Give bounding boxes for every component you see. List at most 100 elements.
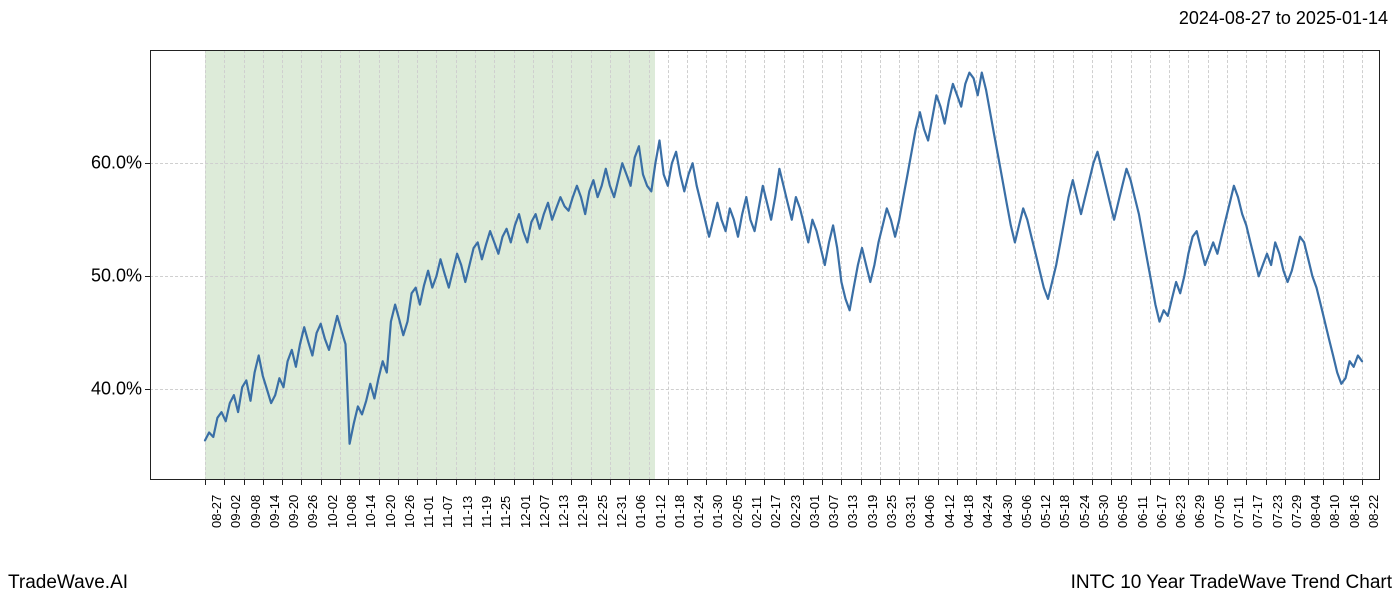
x-tick-mark — [1362, 480, 1363, 485]
x-tick-label: 07-23 — [1270, 495, 1285, 528]
x-tick-label: 09-08 — [248, 495, 263, 528]
x-tick-label: 12-31 — [614, 495, 629, 528]
x-tick-label: 04-24 — [980, 495, 995, 528]
x-tick-mark — [1304, 480, 1305, 485]
x-tick-label: 10-20 — [383, 495, 398, 528]
x-tick-label: 09-20 — [286, 495, 301, 528]
x-tick-label: 03-01 — [807, 495, 822, 528]
x-tick-mark — [552, 480, 553, 485]
branding-label: TradeWave.AI — [8, 572, 128, 594]
x-tick-mark — [1015, 480, 1016, 485]
x-tick-mark — [668, 480, 669, 485]
x-tick-label: 09-26 — [305, 495, 320, 528]
x-tick-label: 11-01 — [421, 496, 436, 528]
y-tick-mark — [145, 389, 150, 390]
x-tick-label: 04-06 — [922, 495, 937, 528]
x-tick-mark — [745, 480, 746, 485]
x-tick-label: 12-19 — [575, 495, 590, 528]
x-tick-label: 11-25 — [498, 496, 513, 528]
x-tick-label: 08-10 — [1327, 495, 1342, 528]
x-tick-mark — [282, 480, 283, 485]
x-tick-mark — [1092, 480, 1093, 485]
x-tick-mark — [224, 480, 225, 485]
x-tick-label: 09-02 — [228, 495, 243, 528]
x-tick-mark — [514, 480, 515, 485]
x-tick-mark — [1208, 480, 1209, 485]
x-tick-label: 04-12 — [942, 495, 957, 528]
y-tick-label: 60.0% — [91, 153, 142, 174]
y-tick-mark — [145, 163, 150, 164]
x-tick-label: 10-02 — [325, 495, 340, 528]
x-tick-mark — [687, 480, 688, 485]
x-tick-mark — [706, 480, 707, 485]
x-tick-mark — [244, 480, 245, 485]
x-tick-mark — [1246, 480, 1247, 485]
x-tick-label: 05-18 — [1057, 495, 1072, 528]
x-tick-mark — [610, 480, 611, 485]
x-tick-mark — [475, 480, 476, 485]
x-tick-mark — [417, 480, 418, 485]
x-tick-mark — [1188, 480, 1189, 485]
date-range-label: 2024-08-27 to 2025-01-14 — [1179, 8, 1388, 29]
x-tick-label: 03-19 — [865, 495, 880, 528]
x-tick-label: 10-08 — [344, 495, 359, 528]
x-tick-label: 03-31 — [903, 495, 918, 528]
x-tick-label: 08-04 — [1308, 495, 1323, 528]
chart-series-line — [205, 73, 1362, 444]
x-tick-mark — [938, 480, 939, 485]
x-tick-mark — [784, 480, 785, 485]
x-tick-mark — [379, 480, 380, 485]
x-tick-mark — [1034, 480, 1035, 485]
x-tick-mark — [1131, 480, 1132, 485]
x-tick-label: 05-24 — [1077, 495, 1092, 528]
x-tick-mark — [533, 480, 534, 485]
x-tick-label: 10-26 — [402, 495, 417, 528]
x-tick-mark — [1073, 480, 1074, 485]
x-tick-mark — [1227, 480, 1228, 485]
x-tick-label: 08-27 — [209, 495, 224, 528]
x-tick-label: 05-30 — [1096, 495, 1111, 528]
x-tick-mark — [571, 480, 572, 485]
y-tick-mark — [145, 276, 150, 277]
x-tick-label: 06-05 — [1115, 495, 1130, 528]
x-tick-label: 06-23 — [1173, 495, 1188, 528]
x-tick-label: 01-12 — [653, 495, 668, 528]
x-tick-label: 01-30 — [710, 495, 725, 528]
x-tick-mark — [1169, 480, 1170, 485]
x-tick-mark — [1285, 480, 1286, 485]
x-tick-mark — [764, 480, 765, 485]
x-tick-label: 06-17 — [1154, 495, 1169, 528]
x-tick-mark — [629, 480, 630, 485]
x-tick-label: 07-11 — [1231, 496, 1246, 528]
x-tick-mark — [436, 480, 437, 485]
x-tick-mark — [340, 480, 341, 485]
x-tick-mark — [1053, 480, 1054, 485]
x-tick-mark — [321, 480, 322, 485]
x-tick-label: 12-25 — [595, 495, 610, 528]
x-tick-mark — [822, 480, 823, 485]
x-tick-label: 06-29 — [1192, 495, 1207, 528]
x-tick-label: 03-07 — [826, 495, 841, 528]
x-tick-label: 09-14 — [267, 495, 282, 528]
x-tick-mark — [301, 480, 302, 485]
x-tick-mark — [649, 480, 650, 485]
x-tick-mark — [591, 480, 592, 485]
chart-title: INTC 10 Year TradeWave Trend Chart — [1071, 572, 1392, 594]
x-tick-label: 01-18 — [672, 495, 687, 528]
x-tick-mark — [899, 480, 900, 485]
x-tick-mark — [880, 480, 881, 485]
x-tick-mark — [861, 480, 862, 485]
x-tick-mark — [726, 480, 727, 485]
x-tick-label: 07-05 — [1212, 495, 1227, 528]
x-tick-mark — [456, 480, 457, 485]
x-tick-label: 07-29 — [1289, 495, 1304, 528]
x-tick-mark — [957, 480, 958, 485]
x-tick-label: 02-23 — [788, 495, 803, 528]
x-tick-label: 07-17 — [1250, 495, 1265, 528]
x-tick-label: 01-24 — [691, 495, 706, 528]
y-tick-label: 40.0% — [91, 379, 142, 400]
chart-line-svg — [150, 50, 1380, 480]
x-tick-label: 08-22 — [1366, 495, 1381, 528]
x-tick-label: 08-16 — [1347, 495, 1362, 528]
x-tick-mark — [1323, 480, 1324, 485]
